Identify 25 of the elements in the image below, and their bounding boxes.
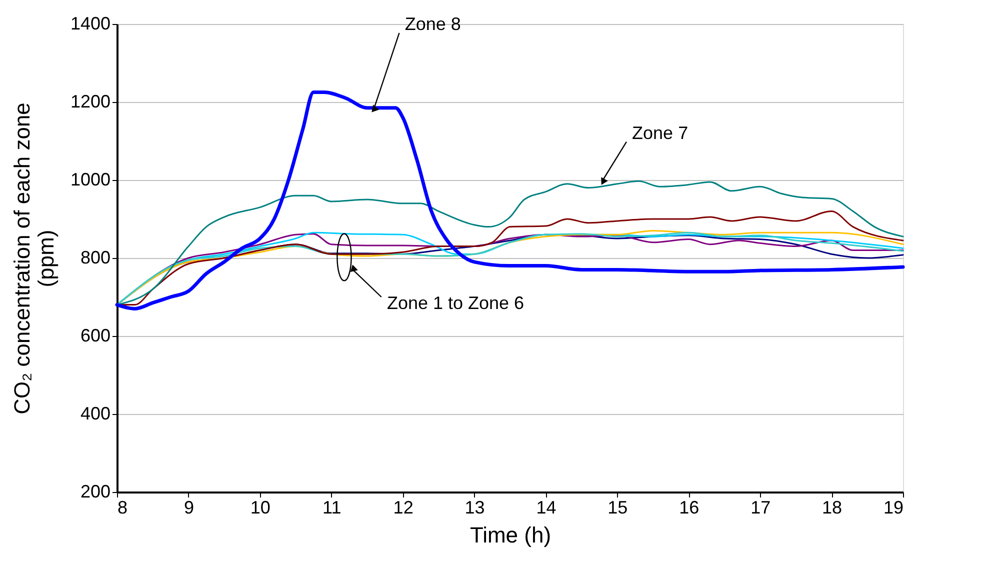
- y-tick-label: 800: [80, 248, 110, 268]
- y-tick-label: 200: [80, 482, 110, 502]
- x-tick-label: 9: [184, 498, 194, 518]
- x-tick-label: 10: [250, 498, 270, 518]
- annotation: Zone 8: [404, 14, 461, 34]
- x-tick-label: 16: [679, 498, 700, 518]
- x-tick-label: 19: [883, 498, 904, 518]
- x-tick-label: 18: [822, 498, 842, 518]
- x-tick-label: 14: [536, 498, 556, 518]
- y-tick-label: 600: [80, 326, 110, 346]
- y-axis-title: CO₂ concentration of each zone (ppm): [9, 102, 58, 414]
- annotation: Zone 7: [632, 122, 688, 143]
- y-tick-label: 1400: [70, 14, 110, 34]
- x-tick-label: 11: [322, 498, 342, 518]
- y-tick-label: 1000: [70, 170, 110, 190]
- x-tick-label: 15: [608, 498, 628, 518]
- y-tick-label: 1200: [70, 92, 110, 112]
- annotation: Zone 1 to Zone 6: [386, 293, 524, 314]
- line-series: [115, 90, 905, 310]
- x-tick-label: 8: [118, 498, 128, 518]
- x-tick-label: 17: [750, 498, 771, 518]
- x-tick-label: 13: [464, 498, 485, 518]
- x-axis-title: Time (h): [470, 522, 552, 548]
- x-tick-label: 12: [393, 498, 414, 518]
- y-tick-label: 400: [80, 404, 110, 424]
